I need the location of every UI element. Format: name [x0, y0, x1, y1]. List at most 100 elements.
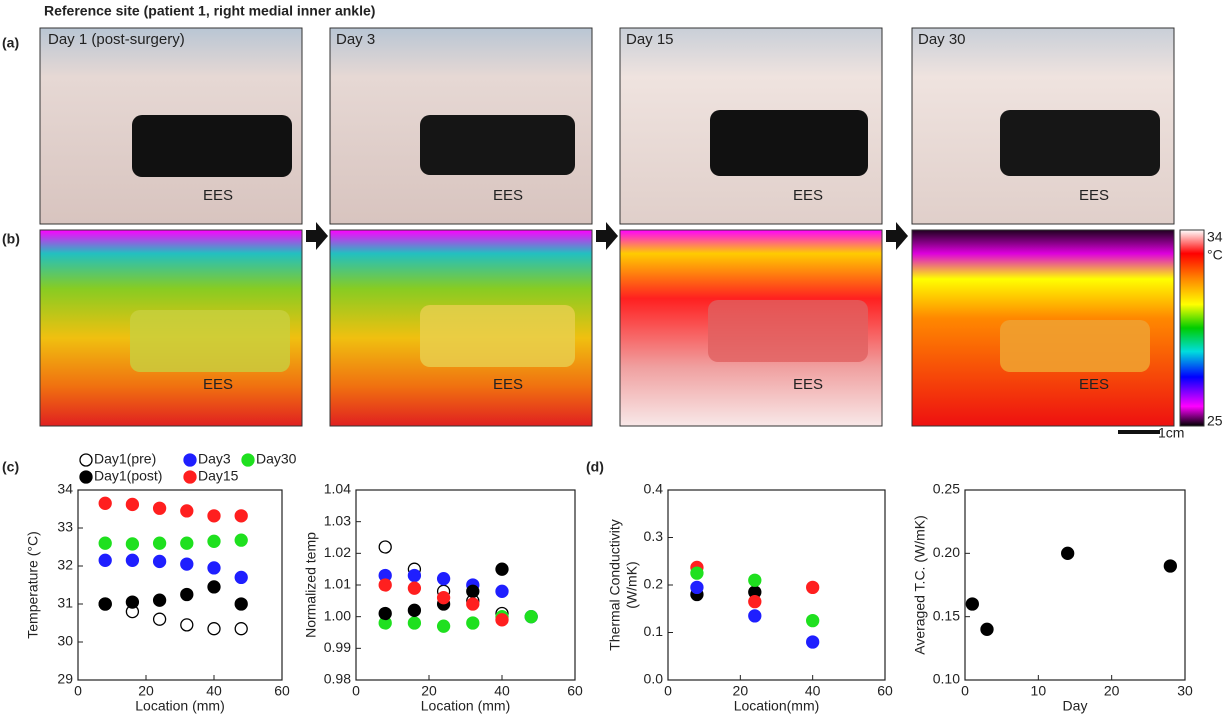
device [130, 310, 290, 372]
device-label: EES [793, 376, 823, 393]
legend-marker [183, 470, 197, 484]
point [234, 533, 248, 547]
colorbar-min: 25 [1207, 413, 1223, 429]
point [806, 613, 820, 628]
point [234, 597, 248, 611]
device [420, 115, 575, 175]
device-label: EES [793, 187, 823, 204]
legend-label: Day1(post) [94, 468, 162, 484]
y-tick-label: 0.20 [933, 544, 960, 560]
y-tick-label: 0.15 [933, 607, 960, 623]
legend-marker [183, 453, 197, 467]
point [180, 618, 194, 632]
arrow [596, 222, 618, 250]
device-label: EES [1079, 187, 1109, 204]
photo-label: Day 3 [336, 31, 375, 48]
point [495, 562, 509, 576]
x-tick-label: 0 [74, 683, 82, 699]
y-tick-label: 0.99 [324, 639, 351, 655]
point [1061, 546, 1075, 560]
x-tick-label: 0 [961, 683, 969, 699]
y-tick-label: 1.04 [324, 481, 351, 497]
point [125, 595, 140, 609]
arrow [306, 222, 328, 250]
point [407, 581, 422, 595]
photo-row: Day 1 (post-surgery) Day 3 Day 15 Day 30… [39, 27, 1175, 225]
legend-marker [241, 453, 255, 467]
point [207, 561, 221, 575]
point [806, 635, 820, 649]
x-tick-label: 60 [877, 683, 893, 699]
x-axis-label: Location (mm) [421, 698, 510, 714]
legend-marker [79, 453, 93, 467]
point [407, 568, 422, 583]
y-axis-label: (W/mK) [624, 561, 640, 608]
y-axis-label: Normalized temp [303, 532, 319, 638]
y-tick-label: 0.4 [644, 481, 664, 497]
point [234, 509, 248, 523]
colorbar-unit: °C [1207, 247, 1223, 263]
x-tick-label: 20 [138, 683, 154, 699]
point [378, 606, 392, 621]
x-tick-label: 0 [664, 683, 672, 699]
point [748, 573, 762, 587]
point [180, 587, 194, 602]
figure-title: Reference site (patient 1, right medial … [44, 3, 375, 19]
point [125, 553, 140, 567]
point [495, 584, 509, 598]
panel-label: (c) [2, 459, 19, 475]
legend-marker [79, 470, 93, 484]
x-tick-label: 20 [733, 683, 749, 699]
point [407, 603, 422, 617]
plot-frame [964, 489, 1186, 681]
point [152, 536, 167, 550]
photo-label: Day 1 (post-surgery) [48, 31, 185, 48]
point [125, 497, 140, 512]
x-tick-label: 30 [1177, 683, 1193, 699]
point [180, 536, 194, 550]
device-label: EES [493, 376, 523, 393]
point [407, 616, 422, 630]
device [710, 110, 868, 176]
point [207, 622, 221, 636]
point [207, 509, 221, 523]
point [234, 622, 248, 636]
point [495, 613, 509, 627]
point [466, 616, 480, 630]
colorbar-max: 34 [1207, 229, 1223, 245]
scale-bar [1118, 430, 1160, 434]
x-tick-label: 60 [567, 683, 583, 699]
y-tick-label: 1.01 [324, 576, 351, 592]
point [234, 570, 248, 585]
point [690, 566, 704, 580]
x-tick-label: 60 [274, 683, 290, 699]
point [98, 496, 112, 510]
photo-label: Day 30 [918, 31, 966, 48]
point [152, 554, 167, 569]
point [152, 501, 167, 515]
point [378, 540, 392, 554]
legend-label: Day3 [198, 451, 231, 467]
point [965, 597, 979, 611]
point [806, 580, 820, 595]
y-tick-label: 0.98 [324, 671, 351, 687]
x-axis-label: Location(mm) [734, 698, 820, 714]
point [152, 612, 167, 626]
device-label: EES [1079, 376, 1109, 393]
y-tick-label: 0.3 [644, 528, 664, 544]
point [207, 534, 221, 548]
point [980, 622, 994, 636]
y-axis-label: Temperature (°C) [25, 531, 41, 639]
device [1000, 110, 1160, 176]
y-axis-label: Thermal Conductivity [607, 519, 623, 651]
point [466, 584, 480, 598]
device-label: EES [493, 187, 523, 204]
y-axis-label: Averaged T.C. (W/mK) [912, 515, 928, 655]
point [436, 572, 451, 586]
x-tick-label: 40 [494, 683, 510, 699]
device [420, 305, 575, 367]
device [708, 300, 868, 362]
point [207, 580, 221, 594]
y-tick-label: 1.00 [324, 607, 351, 623]
scale-bar-label: 1cm [1158, 425, 1184, 441]
